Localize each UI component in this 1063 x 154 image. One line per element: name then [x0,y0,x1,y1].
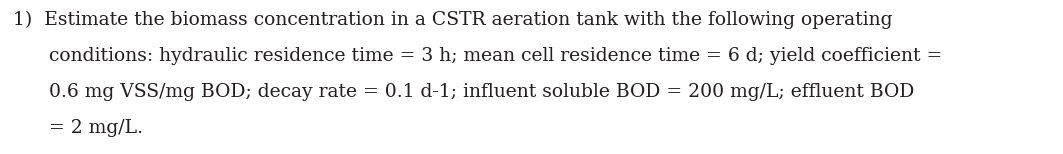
Text: 0.6 mg VSS/mg BOD; decay rate = 0.1 d-1; influent soluble BOD = 200 mg/L; efflue: 0.6 mg VSS/mg BOD; decay rate = 0.1 d-1;… [13,83,914,101]
Text: 1)  Estimate the biomass concentration in a CSTR aeration tank with the followin: 1) Estimate the biomass concentration in… [13,11,892,29]
Text: = 2 mg/L.: = 2 mg/L. [13,119,142,137]
Text: conditions: hydraulic residence time = 3 h; mean cell residence time = 6 d; yiel: conditions: hydraulic residence time = 3… [13,47,942,65]
